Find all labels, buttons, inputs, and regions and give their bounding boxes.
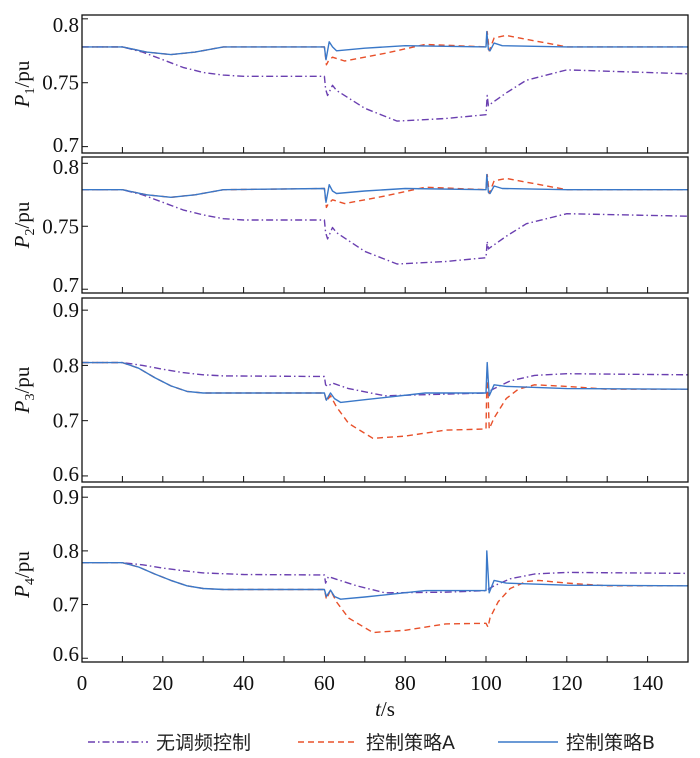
y-label-part: 2 bbox=[23, 229, 38, 236]
y-label-part: P bbox=[10, 94, 34, 108]
y-label-part: 4 bbox=[23, 578, 38, 585]
x-axis-label: t/s bbox=[375, 697, 395, 721]
series-line-none bbox=[82, 189, 689, 265]
series-line-none bbox=[82, 46, 689, 122]
plot-frame bbox=[81, 14, 689, 154]
y-axis-label: P4/pu bbox=[10, 551, 38, 599]
y-tick-label: 0.7 bbox=[53, 273, 79, 297]
panel-2: 0.7 0.75 0.8 P2/pu bbox=[10, 155, 689, 297]
y-label-part: 3 bbox=[23, 394, 38, 401]
y-tick-label: 0.8 bbox=[53, 13, 79, 37]
plot-frame bbox=[81, 486, 689, 663]
y-label-part: /pu bbox=[10, 551, 34, 578]
y-label-part: /pu bbox=[10, 60, 34, 87]
legend-label: 控制策略A bbox=[366, 732, 455, 754]
series-line-B bbox=[82, 361, 689, 404]
y-label-part: P bbox=[10, 235, 34, 249]
y-tick-label: 0.9 bbox=[53, 298, 79, 322]
plot-frame bbox=[81, 156, 689, 294]
y-label-part: /pu bbox=[10, 366, 34, 393]
series-line-A bbox=[82, 30, 688, 66]
legend-label: 无调频控制 bbox=[156, 732, 251, 754]
y-tick-label: 0.9 bbox=[53, 485, 79, 509]
y-tick-label: 0.75 bbox=[42, 214, 79, 238]
panel-1: 0.7 0.75 0.8 P1/pu bbox=[10, 13, 689, 157]
y-axis-label: P3/pu bbox=[10, 366, 38, 414]
series-line-B bbox=[82, 30, 688, 61]
series-line-B bbox=[82, 550, 689, 600]
y-label-part: P bbox=[10, 400, 34, 414]
legend-item-B: 控制策略B bbox=[498, 732, 655, 754]
series-line-none bbox=[82, 562, 689, 594]
legend-item-A: 控制策略A bbox=[298, 732, 455, 754]
y-tick-label: 0.7 bbox=[53, 409, 79, 433]
y-label-part: 1 bbox=[23, 88, 38, 95]
x-tick-label: 40 bbox=[233, 671, 254, 695]
series-line-B bbox=[82, 173, 688, 203]
y-tick-label: 0.8 bbox=[53, 353, 79, 377]
x-tick-label: 140 bbox=[632, 671, 664, 695]
y-tick-label: 0.8 bbox=[53, 155, 79, 179]
y-axis-label: P2/pu bbox=[10, 201, 38, 249]
x-tick-label: 120 bbox=[551, 671, 583, 695]
series-line-A bbox=[82, 173, 688, 209]
x-tick-label: 20 bbox=[152, 671, 173, 695]
panel-3: 0.6 0.7 0.8 0.9 P3/pu bbox=[10, 297, 689, 486]
panel-4: 0.6 0.7 0.8 0.9 P4/pu bbox=[10, 485, 689, 666]
x-label-part: t bbox=[375, 697, 382, 721]
y-tick-label: 0.6 bbox=[53, 642, 79, 666]
x-tick-label: 60 bbox=[314, 671, 335, 695]
legend-label: 控制策略B bbox=[566, 732, 655, 754]
x-tick-label: 100 bbox=[470, 671, 502, 695]
x-tick-label: 0 bbox=[77, 671, 88, 695]
series-line-none bbox=[82, 361, 689, 397]
series-line-A bbox=[82, 361, 688, 439]
plot-frame bbox=[81, 297, 689, 483]
y-label-part: P bbox=[10, 585, 34, 599]
y-tick-label: 0.7 bbox=[53, 133, 79, 157]
x-label-part: /s bbox=[381, 697, 395, 721]
legend-item-none: 无调频控制 bbox=[88, 732, 251, 754]
y-tick-label: 0.75 bbox=[42, 71, 79, 95]
x-tick-label: 80 bbox=[395, 671, 416, 695]
y-tick-label: 0.7 bbox=[53, 593, 79, 617]
y-tick-label: 0.8 bbox=[53, 539, 79, 563]
y-tick-label: 0.6 bbox=[53, 462, 79, 486]
y-axis-label: P1/pu bbox=[10, 60, 38, 108]
y-label-part: /pu bbox=[10, 201, 34, 228]
